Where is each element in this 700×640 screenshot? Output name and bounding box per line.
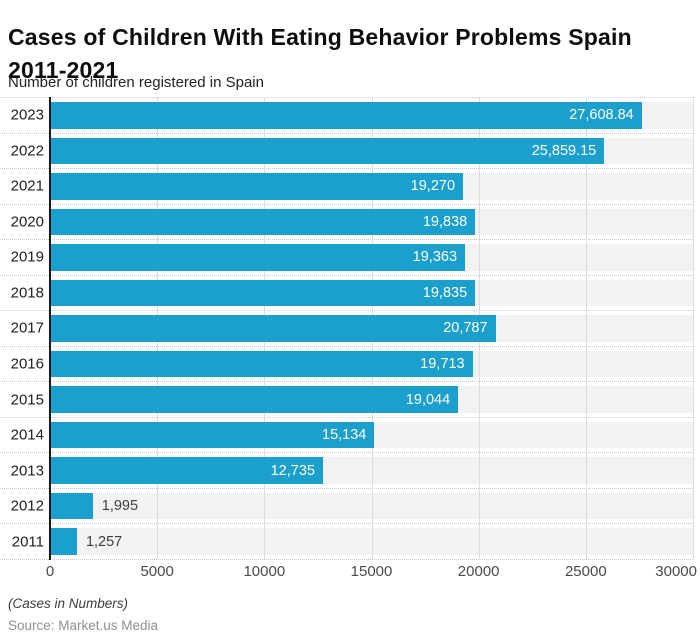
- bar: [50, 421, 375, 449]
- x-axis-tick-label: 15000: [350, 563, 393, 580]
- y-axis-label: 2018: [10, 284, 44, 302]
- bar-chart-plot-area: 2023 27,608.84 2022 25,859.15 2021 19,270 2020…: [0, 97, 700, 580]
- chart-row: 2012 1,995: [0, 487, 693, 524]
- chart-row: 2018 19,835: [0, 274, 693, 311]
- x-axis-tick-label: 0: [45, 563, 55, 580]
- bar: [50, 244, 465, 271]
- y-axis-label: 2014: [10, 426, 44, 444]
- bar: [50, 492, 93, 520]
- y-axis-label: 2015: [10, 391, 44, 409]
- bar-track: 19,838: [50, 205, 693, 240]
- x-axis-tick-label: 30000: [655, 563, 697, 580]
- bar: [50, 315, 496, 342]
- bar-value-label: 19,044: [405, 391, 451, 408]
- bar-track: 20,787: [50, 311, 693, 346]
- bar: [50, 208, 476, 236]
- bar-value-label: 19,835: [422, 284, 468, 301]
- y-axis-label: 2019: [10, 248, 44, 266]
- bar-value-label: 25,859.15: [531, 142, 597, 159]
- bar-value-label: 27,608.84: [569, 107, 634, 124]
- bar-value-label: 1,257: [85, 533, 123, 550]
- y-axis-label: 2023: [10, 106, 44, 124]
- y-axis-label: 2020: [10, 213, 44, 231]
- source-credit: Source: Market.us Media: [8, 618, 159, 633]
- chart-row: 2022 25,859.15: [0, 132, 693, 169]
- bar: [50, 173, 464, 200]
- chart-row: 2017 20,787: [0, 310, 693, 346]
- chart-row: 2013 12,735: [0, 452, 693, 488]
- bar-track: 27,608.84: [50, 98, 693, 133]
- y-axis-label: 2022: [10, 142, 44, 160]
- y-axis-label: 2021: [10, 177, 44, 195]
- bar: [50, 102, 642, 129]
- x-axis-tick-label: 5000: [140, 563, 174, 580]
- chart-row: 2014 15,134: [0, 416, 693, 453]
- bar-track: 19,270: [50, 169, 693, 204]
- bar-value-label: 12,735: [270, 462, 315, 479]
- bar-track: 12,735: [50, 453, 693, 488]
- bar: [50, 457, 323, 484]
- bar-track: 19,713: [50, 347, 693, 382]
- bar-value-label: 19,270: [410, 178, 456, 195]
- x-axis-tick-label: 25000: [564, 563, 607, 580]
- chart-row: 2019 19,363: [0, 239, 693, 275]
- chart-row: 2021 19,270: [0, 168, 693, 204]
- x-axis-tick-label: 10000: [243, 563, 286, 580]
- bar: [50, 528, 77, 555]
- y-axis-label: 2012: [10, 497, 44, 515]
- units-note: (Cases in Numbers): [8, 596, 129, 611]
- row-background-band: [50, 528, 693, 555]
- bar-track: 1,995: [50, 489, 693, 524]
- chart-row: 2011 1,257: [0, 523, 693, 559]
- bar: [50, 279, 476, 307]
- bar: [50, 137, 605, 165]
- bar-track: 19,835: [50, 276, 693, 311]
- chart-row: 2023 27,608.84: [0, 97, 693, 133]
- y-axis-line: [49, 97, 51, 560]
- bar-track: 15,134: [50, 418, 693, 453]
- bar: [50, 386, 459, 413]
- x-axis-tick-label: 20000: [457, 563, 500, 580]
- y-axis-label: 2013: [10, 462, 44, 480]
- chart-row: 2016 19,713: [0, 345, 693, 382]
- chart-row: 2015 19,044: [0, 381, 693, 417]
- bar-value-label: 19,363: [412, 249, 458, 266]
- bar-track: 19,044: [50, 382, 693, 417]
- chart-row: 2020 19,838: [0, 203, 693, 240]
- bar-value-label: 15,134: [322, 427, 367, 444]
- bar-value-label: 19,713: [420, 355, 465, 372]
- chart-title: Cases of Children With Eating Behavior P…: [8, 24, 632, 84]
- y-axis-label: 2016: [10, 355, 44, 373]
- bar: [50, 350, 473, 378]
- bar-track: 19,363: [50, 240, 693, 275]
- x-gridline: [693, 97, 694, 559]
- bar-value-label: 1,995: [101, 498, 139, 515]
- x-axis-tick-labels: 0 5000 10000 15000 20000 25000 30000: [46, 563, 697, 583]
- bar-value-label: 19,838: [422, 213, 468, 230]
- bar-track: 25,859.15: [50, 134, 693, 169]
- chart-subtitle: Number of children registered in Spain: [8, 74, 264, 91]
- row-background-band: [50, 492, 693, 520]
- bar-track: 1,257: [50, 524, 693, 559]
- bar-value-label: 20,787: [443, 320, 488, 337]
- chart-rows: 2023 27,608.84 2022 25,859.15 2021 19,270 2020…: [0, 97, 693, 560]
- y-axis-label: 2011: [11, 533, 44, 551]
- y-axis-label: 2017: [10, 319, 44, 337]
